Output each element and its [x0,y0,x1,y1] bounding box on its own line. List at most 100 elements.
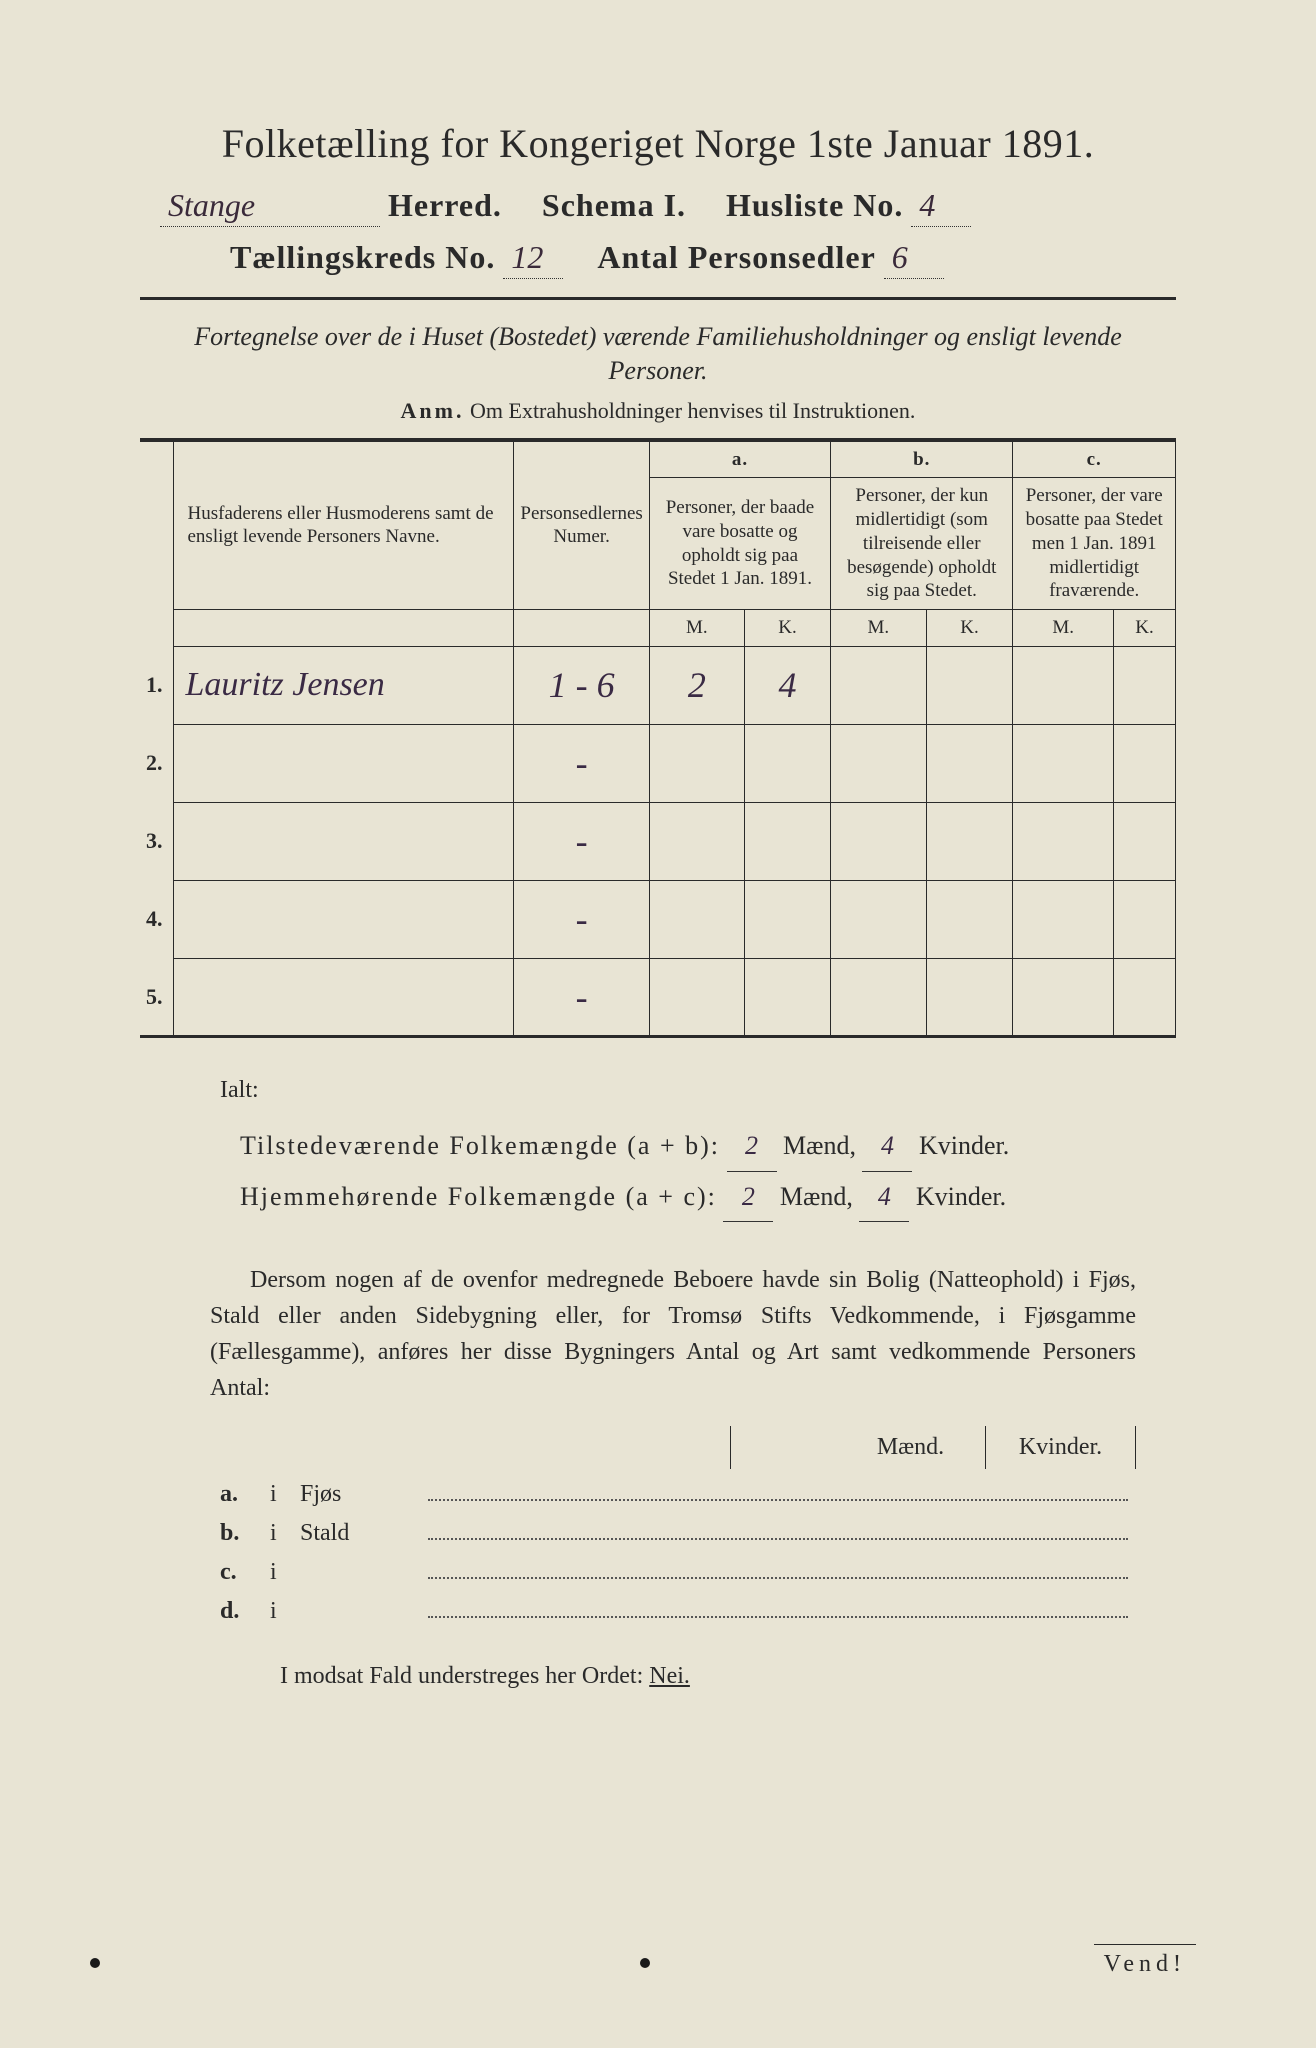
row-numer: - [514,958,649,1036]
col-c-label: c. [1087,449,1102,470]
dersom-paragraph: Dersom nogen af de ovenfor medregnede Be… [210,1262,1136,1406]
total-line2-label: Hjemmehørende Folkemængde (a + c): [240,1182,717,1211]
byg-row: a.iFjøs [220,1481,1136,1508]
total-2-k: 4 [859,1172,909,1222]
row-numer: - [514,802,649,880]
hole-mark [90,1958,100,1968]
row-c-m [1013,724,1114,802]
herred-label: Herred. [388,187,502,224]
vend-label: Vend! [1094,1944,1196,1978]
row-b-m [831,880,926,958]
byg-row: b.iStald [220,1520,1136,1547]
modsat-line: I modsat Fald understreges her Ordet: Ne… [280,1663,1216,1690]
byg-dots [428,1577,1128,1579]
row-b-k [926,724,1013,802]
row-number: 5. [140,958,173,1036]
byg-i: i [270,1559,300,1586]
antal-value: 6 [884,239,944,279]
row-a-k [744,958,830,1036]
table-row: 4. - [140,880,1176,958]
row-a-m: 2 [649,646,744,724]
maend-label: Mænd, [780,1182,853,1211]
totals-block: Ialt: Tilstedeværende Folkemængde (a + b… [240,1068,1136,1222]
hole-mark [640,1958,650,1968]
row-a-k [744,880,830,958]
subtitle: Fortegnelse over de i Huset (Bostedet) v… [160,320,1156,388]
nei-word: Nei. [649,1663,690,1689]
byg-i: i [270,1481,300,1508]
row-a-m [649,802,744,880]
byg-row: c.i [220,1559,1136,1586]
row-a-m [649,724,744,802]
row-number: 4. [140,880,173,958]
byg-row: d.i [220,1598,1136,1625]
kreds-value: 12 [503,239,563,279]
byg-key: a. [220,1481,270,1508]
row-name [173,724,514,802]
maend-label: Mænd, [783,1131,856,1160]
col-c-text: Personer, der vare bosatte paa Stedet me… [1013,478,1176,610]
page-title: Folketælling for Kongeriget Norge 1ste J… [100,120,1216,167]
table-row: 5. - [140,958,1176,1036]
byg-dots [428,1616,1128,1618]
row-c-k [1114,880,1176,958]
total-1-k: 4 [862,1121,912,1171]
husliste-value: 4 [911,187,971,227]
row-a-k [744,724,830,802]
row-a-k: 4 [744,646,830,724]
row-name: Lauritz Jensen [173,646,514,724]
col-a-text: Personer, der baade vare bosatte og opho… [649,478,830,610]
anm-text: Om Extrahusholdninger henvises til Instr… [470,398,915,423]
row-numer: - [514,880,649,958]
row-a-k [744,802,830,880]
byg-label: Stald [300,1520,420,1547]
row-numer: 1 - 6 [514,646,649,724]
row-b-m [831,958,926,1036]
byg-kvinder-header: Kvinder. [986,1426,1136,1469]
col-b-text: Personer, der kun midlertidigt (som tilr… [831,478,1013,610]
col-b-label: b. [913,449,930,470]
ialt-label: Ialt: [220,1068,1136,1114]
col-a-label: a. [732,449,748,470]
row-name [173,880,514,958]
row-b-m [831,724,926,802]
byg-i: i [270,1520,300,1547]
row-c-m [1013,646,1114,724]
divider [140,297,1176,300]
row-name [173,802,514,880]
modsat-text: I modsat Fald understreges her Ordet: [280,1663,643,1689]
anm-label: Anm. [401,398,465,423]
kvinder-label: Kvinder. [916,1182,1006,1211]
row-c-k [1114,724,1176,802]
row-b-k [926,880,1013,958]
row-b-m [831,646,926,724]
anm-line: Anm. Om Extrahusholdninger henvises til … [100,398,1216,424]
table-row: 3.- [140,802,1176,880]
table-row: 1.Lauritz Jensen1 - 624 [140,646,1176,724]
byg-i: i [270,1598,300,1625]
row-number: 2. [140,724,173,802]
census-table: Husfaderens eller Husmoderens samt de en… [140,438,1176,1038]
row-c-m [1013,880,1114,958]
schema-label: Schema I. [542,187,686,224]
byg-dots [428,1538,1128,1540]
header-row-2: Tællingskreds No. 12 Antal Personsedler … [230,239,1156,279]
row-c-k [1114,958,1176,1036]
total-2-m: 2 [723,1172,773,1222]
col-numer-header: Personsedlernes Numer. [514,440,649,610]
kvinder-label: Kvinder. [919,1131,1009,1160]
row-c-k [1114,802,1176,880]
row-c-m [1013,958,1114,1036]
byg-key: b. [220,1520,270,1547]
row-numer: - [514,724,649,802]
husliste-label: Husliste No. [726,187,903,224]
byg-label: Fjøs [300,1481,420,1508]
total-1-m: 2 [727,1121,777,1171]
antal-label: Antal Personsedler [597,239,875,276]
table-row: 2. - [140,724,1176,802]
row-c-k [1114,646,1176,724]
col-names-header: Husfaderens eller Husmoderens samt de en… [173,440,514,610]
row-b-k [926,646,1013,724]
row-c-m [1013,802,1114,880]
herred-value: Stange [160,187,380,227]
